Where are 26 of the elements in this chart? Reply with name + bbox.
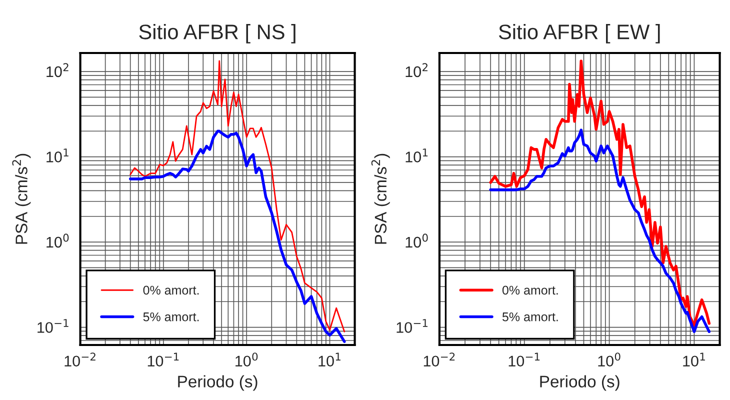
x-tick-label: 10$^{−1}$ bbox=[148, 352, 179, 367]
x-tick-label: 10$^{−2}$ bbox=[424, 352, 455, 367]
legend-label: 0% amort. bbox=[143, 286, 199, 295]
x-axis-title: Periodo (s) bbox=[178, 375, 258, 391]
chart-title: Sitio AFBR [ EW ] bbox=[498, 24, 660, 44]
y-tick-label: 10$^{2}$ bbox=[46, 63, 68, 78]
y-tick-label: 10$^{0}$ bbox=[406, 234, 428, 248]
chart-title: Sitio AFBR [ NS ] bbox=[139, 24, 296, 44]
x-tick-label: 10$^{1}$ bbox=[683, 352, 705, 367]
legend-label: 5% amort. bbox=[143, 312, 199, 322]
y-tick-label: 10$^{0}$ bbox=[46, 234, 69, 248]
legend-label: 5% amort. bbox=[502, 312, 558, 322]
x-tick-label: 10$^{1}$ bbox=[318, 352, 340, 367]
y-axis-title: PSA (cm/s$^{2}$) bbox=[371, 154, 390, 244]
y-tick-label: 10$^{−1}$ bbox=[396, 319, 428, 333]
y-tick-label: 10$^{1}$ bbox=[406, 148, 428, 162]
legend-label: 0% amort. bbox=[502, 286, 558, 295]
y-tick-label: 10$^{−1}$ bbox=[38, 319, 68, 333]
x-tick-label: 10$^{−2}$ bbox=[64, 352, 96, 367]
x-tick-label: 10$^{0}$ bbox=[598, 352, 620, 367]
y-tick-label: 10$^{2}$ bbox=[406, 63, 428, 78]
x-tick-label: 10$^{−1}$ bbox=[508, 352, 540, 367]
x-axis-title: Periodo (s) bbox=[540, 375, 620, 391]
y-axis-title: PSA (cm/s$^{2}$) bbox=[12, 154, 31, 244]
x-tick-label: 10$^{0}$ bbox=[236, 352, 258, 367]
y-tick-label: 10$^{1}$ bbox=[46, 148, 68, 162]
